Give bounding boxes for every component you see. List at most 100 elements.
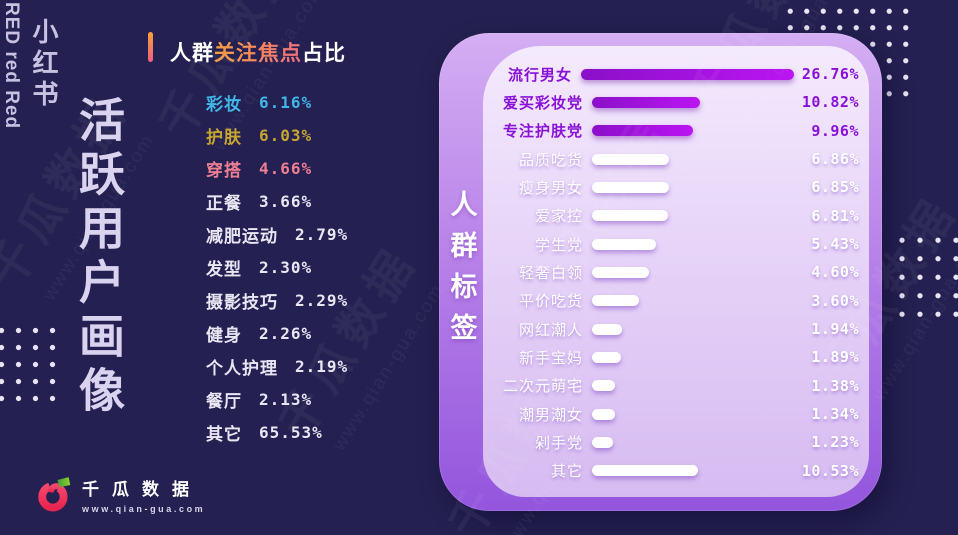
focus-item: 个人护理 2.19% bbox=[206, 350, 348, 383]
tag-row: 剁手党 1.23% bbox=[493, 428, 859, 456]
focus-item-value: 4.66% bbox=[259, 159, 313, 178]
logo-curl bbox=[47, 483, 61, 493]
tag-bar-cell bbox=[592, 153, 785, 165]
tag-label: 爱买彩妆党 bbox=[502, 94, 583, 112]
focus-item-value: 6.03% bbox=[259, 126, 313, 145]
tag-bar bbox=[592, 238, 656, 250]
tag-bar bbox=[592, 266, 649, 278]
tag-label: 专注护肤党 bbox=[502, 123, 583, 141]
tag-bar bbox=[592, 153, 669, 165]
tag-bar bbox=[592, 351, 621, 363]
tag-bar bbox=[592, 408, 615, 420]
tag-row: 品质吃货 6.86% bbox=[493, 145, 859, 173]
tag-bar-cell bbox=[592, 238, 785, 250]
focus-item-label: 正餐 bbox=[206, 194, 242, 213]
qiangua-logo-icon bbox=[38, 477, 71, 512]
tag-chart-rows: 流行男女 26.76% 爱买彩妆党 10.82% 专注护肤党 9.96% 品质吃货 6.86%… bbox=[493, 60, 859, 485]
logo-ring-arc bbox=[38, 482, 68, 512]
focus-item: 正餐 3.66% bbox=[206, 185, 348, 218]
tag-value: 1.89% bbox=[811, 348, 859, 367]
focus-item-label: 个人护理 bbox=[206, 359, 278, 378]
focus-title-suffix: 占比 bbox=[302, 42, 346, 65]
focus-item-value: 2.19% bbox=[295, 357, 349, 376]
focus-item-label: 其它 bbox=[206, 425, 242, 444]
tag-value: 3.60% bbox=[811, 291, 859, 310]
tag-row: 专注护肤党 9.96% bbox=[493, 117, 859, 145]
tag-row: 爱买彩妆党 10.82% bbox=[493, 88, 859, 116]
tag-bar bbox=[592, 436, 613, 448]
tag-label: 学生党 bbox=[534, 236, 583, 254]
tag-row: 网红潮人 1.94% bbox=[493, 315, 859, 343]
focus-item-label: 摄影技巧 bbox=[206, 293, 278, 312]
tag-bar-cell bbox=[592, 210, 785, 222]
tag-bar bbox=[592, 125, 693, 137]
tag-label: 潮男潮女 bbox=[518, 406, 583, 424]
tag-bar bbox=[592, 323, 622, 335]
tag-row: 瘦身男女 6.85% bbox=[493, 173, 859, 201]
focus-item-value: 2.26% bbox=[259, 324, 313, 343]
tag-value: 10.82% bbox=[801, 93, 859, 112]
tag-value: 6.85% bbox=[811, 178, 859, 197]
focus-item-value: 2.29% bbox=[295, 291, 349, 310]
tag-bar-cell bbox=[592, 351, 785, 363]
tag-row: 新手宝妈 1.89% bbox=[493, 343, 859, 371]
focus-item-label: 发型 bbox=[206, 260, 242, 279]
tag-bar bbox=[592, 96, 700, 108]
tag-bar-cell bbox=[592, 408, 785, 420]
tag-bar-cell bbox=[592, 465, 785, 477]
dot-grid-right bbox=[893, 231, 958, 325]
tag-bar-cell bbox=[592, 380, 785, 392]
section-accent-bar bbox=[148, 32, 153, 62]
focus-item-label: 餐厅 bbox=[206, 392, 242, 411]
tag-label: 网红潮人 bbox=[518, 321, 583, 339]
tag-bar bbox=[581, 68, 795, 80]
tag-bar-cell bbox=[592, 323, 785, 335]
logo-texts: 千瓜数据 www.qian-gua.com bbox=[82, 475, 205, 514]
focus-item-label: 穿搭 bbox=[206, 161, 242, 180]
logo-url: www.qian-gua.com bbox=[82, 503, 206, 514]
logo-leaf bbox=[57, 477, 71, 488]
focus-item-value: 2.79% bbox=[295, 225, 349, 244]
focus-item: 减肥运动 2.79% bbox=[206, 218, 348, 251]
tag-row: 爱家控 6.81% bbox=[493, 202, 859, 230]
tag-label: 瘦身男女 bbox=[518, 179, 583, 197]
audience-tags-card: 人群标签 流行男女 26.76% 爱买彩妆党 10.82% 专注护肤党 9.96% 品质吃货… bbox=[439, 33, 882, 511]
focus-item-value: 2.30% bbox=[259, 258, 313, 277]
tag-row: 其它 10.53% bbox=[493, 457, 859, 485]
focus-title-highlight: 关注焦点 bbox=[214, 42, 302, 65]
tag-bar bbox=[592, 210, 668, 222]
tag-value: 6.81% bbox=[811, 206, 859, 225]
focus-item-label: 健身 bbox=[206, 326, 242, 345]
tag-bar bbox=[592, 380, 615, 392]
tag-value: 26.76% bbox=[801, 65, 859, 84]
dot-grid-left bbox=[0, 322, 59, 412]
brand-latin-text: RED red Red bbox=[1, 2, 22, 130]
focus-item-value: 3.66% bbox=[259, 192, 313, 211]
tag-bar-cell bbox=[592, 266, 785, 278]
focus-item-label: 彩妆 bbox=[206, 95, 242, 114]
focus-item: 护肤 6.03% bbox=[206, 119, 348, 152]
tag-bar bbox=[592, 181, 669, 193]
brand-chinese-text: 小红书 bbox=[29, 18, 59, 111]
tag-bar bbox=[592, 465, 698, 477]
tag-bar-cell bbox=[592, 125, 785, 137]
tag-label: 其它 bbox=[550, 463, 583, 481]
focus-item: 健身 2.26% bbox=[206, 317, 348, 350]
logo-name: 千瓜数据 bbox=[82, 479, 202, 499]
tag-row: 二次元萌宅 1.38% bbox=[493, 372, 859, 400]
tag-label: 二次元萌宅 bbox=[502, 378, 583, 396]
audience-tags-chart: 流行男女 26.76% 爱买彩妆党 10.82% 专注护肤党 9.96% 品质吃货 6.86%… bbox=[483, 46, 869, 497]
focus-item-label: 护肤 bbox=[206, 128, 242, 147]
tag-bar-cell bbox=[592, 96, 785, 108]
focus-item: 发型 2.30% bbox=[206, 251, 348, 284]
tag-value: 1.23% bbox=[811, 433, 859, 452]
tag-label: 轻奢白领 bbox=[518, 264, 583, 282]
tag-value: 10.53% bbox=[801, 461, 859, 480]
focus-item-value: 2.13% bbox=[259, 390, 313, 409]
tag-row: 平价吃货 3.60% bbox=[493, 287, 859, 315]
tag-label: 剁手党 bbox=[534, 434, 583, 452]
tag-row: 流行男女 26.76% bbox=[493, 60, 859, 88]
tag-bar-cell bbox=[592, 436, 785, 448]
tag-row: 潮男潮女 1.34% bbox=[493, 400, 859, 428]
